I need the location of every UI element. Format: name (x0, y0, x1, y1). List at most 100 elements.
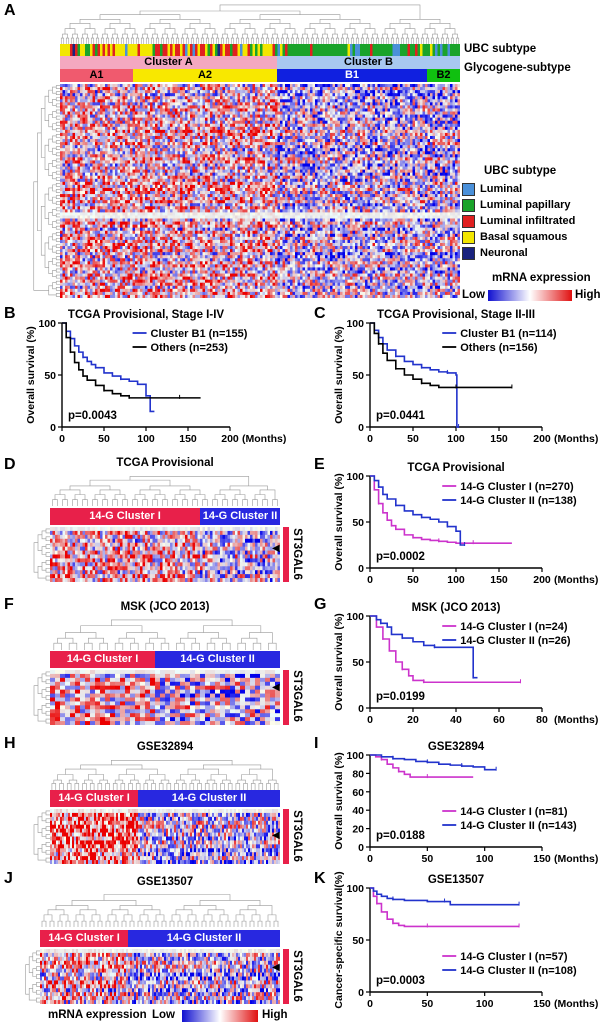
heatmap-cell (80, 163, 83, 166)
heatmap-cell (398, 157, 401, 160)
heatmap-cell (363, 124, 366, 127)
heatmap-cell (355, 157, 358, 160)
heatmap-cell (155, 99, 158, 102)
heatmap-cell (170, 118, 173, 121)
heatmap-cell (115, 93, 118, 96)
heatmap-cell (200, 136, 203, 139)
heatmap-cell (348, 87, 351, 90)
ubc-cell (308, 44, 311, 56)
heatmap-cell (378, 115, 381, 118)
heatmap-cell (163, 154, 166, 157)
heatmap-cell (120, 105, 123, 108)
heatmap-cell (183, 154, 186, 157)
heatmap-cell (443, 118, 446, 121)
heatmap-cell (320, 130, 323, 133)
heatmap-cell (80, 102, 83, 105)
heatmap-cell (68, 157, 71, 160)
heatmap-cell (378, 154, 381, 157)
heatmap-cell (130, 96, 133, 99)
ubc-cell (453, 44, 456, 56)
heatmap-cell (305, 167, 308, 170)
heatmap-cell (188, 157, 191, 160)
heatmap-cell (225, 163, 228, 166)
heatmap-cell (323, 127, 326, 130)
heatmap-cell (250, 118, 253, 121)
heatmap-cell (220, 157, 223, 160)
heatmap-cell (430, 148, 433, 151)
heatmap-cell (288, 139, 291, 142)
ubc-cell (275, 44, 278, 56)
heatmap-cell (110, 145, 113, 148)
heatmap-cell (140, 133, 143, 136)
heatmap-cell (105, 167, 108, 170)
heatmap-cell (288, 102, 291, 105)
heatmap-cell (140, 157, 143, 160)
heatmap-cell (408, 133, 411, 136)
heatmap-cell (243, 142, 246, 145)
heatmap-cell (85, 112, 88, 115)
heatmap-cell (140, 163, 143, 166)
heatmap-cell (283, 133, 286, 136)
heatmap-cell (65, 167, 68, 170)
heatmap-cell (240, 102, 243, 105)
heatmap-cell (120, 163, 123, 166)
heatmap-cell (160, 160, 163, 163)
heatmap-cell (175, 148, 178, 151)
heatmap-cell (278, 148, 281, 151)
heatmap-cell (273, 121, 276, 124)
heatmap-cell (83, 127, 86, 130)
heatmap-cell (263, 84, 266, 87)
heatmap-cell (85, 139, 88, 142)
heatmap-cell (363, 102, 366, 105)
heatmap-cell (323, 167, 326, 170)
heatmap-cell (115, 115, 118, 118)
heatmap-cell (280, 148, 283, 151)
heatmap-cell (430, 102, 433, 105)
heatmap-cell (78, 136, 81, 139)
heatmap-cell (200, 124, 203, 127)
heatmap-cell (68, 121, 71, 124)
heatmap-cell (248, 133, 251, 136)
heatmap-cell (223, 118, 226, 121)
heatmap-cell (333, 157, 336, 160)
heatmap-cell (148, 157, 151, 160)
heatmap-cell (355, 87, 358, 90)
heatmap-cell (68, 151, 71, 154)
heatmap-cell (143, 163, 146, 166)
heatmap-cell (275, 127, 278, 130)
heatmap-cell (423, 173, 426, 176)
heatmap-cell (168, 96, 171, 99)
heatmap-cell (280, 112, 283, 115)
heatmap-cell (325, 145, 328, 148)
heatmap-cell (150, 145, 153, 148)
heatmap-cell (280, 130, 283, 133)
heatmap-cell (258, 157, 261, 160)
heatmap-cell (438, 84, 441, 87)
heatmap-cell (250, 157, 253, 160)
heatmap-cell (178, 93, 181, 96)
heatmap-cell (398, 87, 401, 90)
heatmap-cell (153, 93, 156, 96)
heatmap-cell (298, 160, 301, 163)
heatmap-cell (283, 112, 286, 115)
heatmap-cell (233, 121, 236, 124)
heatmap-cell (348, 151, 351, 154)
heatmap-cell (218, 154, 221, 157)
heatmap-cell (318, 96, 321, 99)
heatmap-cell (325, 96, 328, 99)
heatmap-cell (170, 99, 173, 102)
heatmap-cell (350, 118, 353, 121)
ubc-cell (100, 44, 103, 56)
heatmap-cell (410, 112, 413, 115)
heatmap-cell (158, 87, 161, 90)
heatmap-cell (380, 142, 383, 145)
heatmap-cell (200, 96, 203, 99)
heatmap-cell (150, 136, 153, 139)
heatmap-cell (115, 99, 118, 102)
heatmap-cell (190, 151, 193, 154)
heatmap-cell (108, 157, 111, 160)
heatmap-cell (453, 170, 456, 173)
heatmap-cell (438, 133, 441, 136)
heatmap-cell (268, 173, 271, 176)
heatmap-cell (365, 145, 368, 148)
